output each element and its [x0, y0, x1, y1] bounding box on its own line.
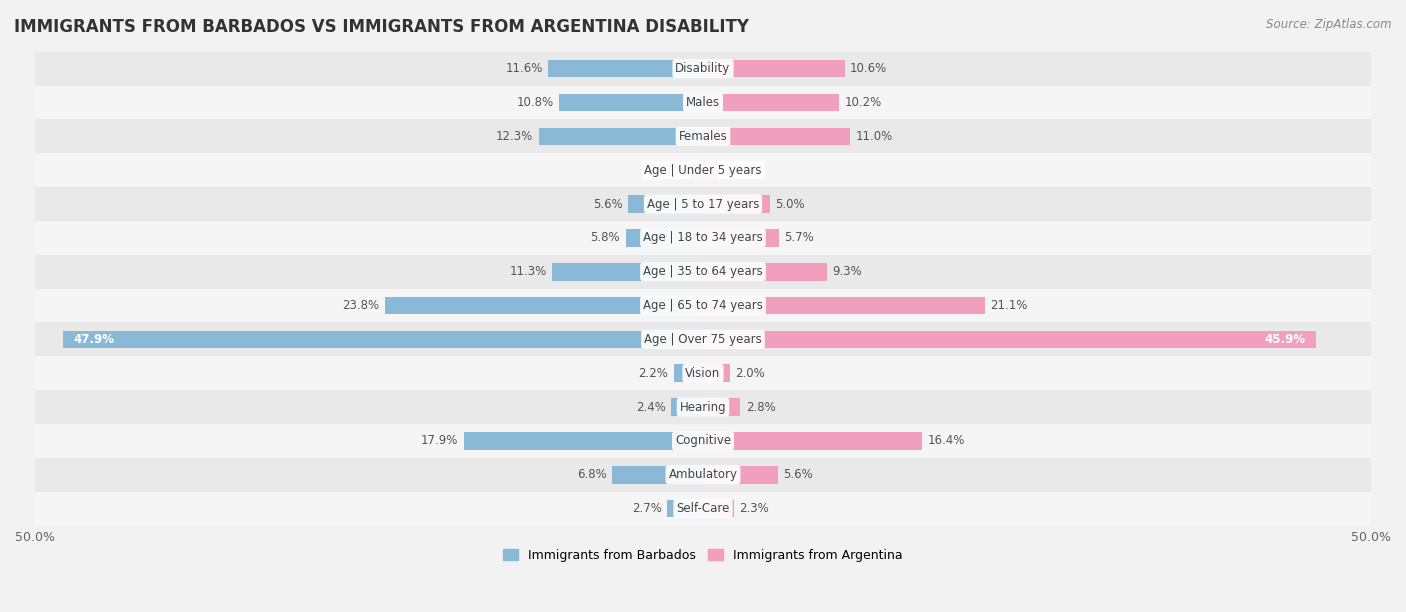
- Bar: [548, 60, 703, 78]
- Text: 47.9%: 47.9%: [73, 333, 115, 346]
- Bar: [703, 432, 922, 450]
- Bar: [703, 297, 984, 315]
- Bar: [612, 466, 703, 483]
- Bar: [703, 195, 770, 213]
- Bar: [703, 127, 851, 145]
- Text: 2.0%: 2.0%: [735, 367, 765, 379]
- Bar: [673, 364, 703, 382]
- Bar: [703, 398, 741, 416]
- Text: 16.4%: 16.4%: [928, 435, 965, 447]
- Bar: [385, 297, 703, 315]
- Bar: [538, 127, 703, 145]
- Bar: [666, 500, 703, 517]
- Text: 45.9%: 45.9%: [1264, 333, 1306, 346]
- Text: 17.9%: 17.9%: [422, 435, 458, 447]
- Bar: [35, 458, 1371, 491]
- Bar: [35, 255, 1371, 289]
- Text: 23.8%: 23.8%: [343, 299, 380, 312]
- Text: Source: ZipAtlas.com: Source: ZipAtlas.com: [1267, 18, 1392, 31]
- Bar: [35, 356, 1371, 390]
- Bar: [703, 330, 1316, 348]
- Bar: [703, 162, 718, 179]
- Text: 12.3%: 12.3%: [496, 130, 533, 143]
- Text: Vision: Vision: [685, 367, 721, 379]
- Text: Age | Over 75 years: Age | Over 75 years: [644, 333, 762, 346]
- Bar: [35, 491, 1371, 526]
- Text: 2.4%: 2.4%: [636, 401, 665, 414]
- Text: 1.2%: 1.2%: [724, 163, 754, 177]
- Text: Ambulatory: Ambulatory: [668, 468, 738, 481]
- Text: 21.1%: 21.1%: [990, 299, 1028, 312]
- Bar: [703, 500, 734, 517]
- Text: 5.8%: 5.8%: [591, 231, 620, 244]
- Bar: [553, 263, 703, 280]
- Text: 9.3%: 9.3%: [832, 265, 862, 278]
- Bar: [35, 187, 1371, 221]
- Bar: [671, 398, 703, 416]
- Bar: [703, 94, 839, 111]
- Bar: [703, 466, 778, 483]
- Text: Females: Females: [679, 130, 727, 143]
- Text: 10.6%: 10.6%: [851, 62, 887, 75]
- Text: Males: Males: [686, 96, 720, 109]
- Legend: Immigrants from Barbados, Immigrants from Argentina: Immigrants from Barbados, Immigrants fro…: [498, 543, 908, 567]
- Text: 2.3%: 2.3%: [740, 502, 769, 515]
- Bar: [464, 432, 703, 450]
- Bar: [690, 162, 703, 179]
- Bar: [703, 263, 827, 280]
- Text: Disability: Disability: [675, 62, 731, 75]
- Bar: [63, 330, 703, 348]
- Text: IMMIGRANTS FROM BARBADOS VS IMMIGRANTS FROM ARGENTINA DISABILITY: IMMIGRANTS FROM BARBADOS VS IMMIGRANTS F…: [14, 18, 749, 36]
- Text: 10.8%: 10.8%: [516, 96, 554, 109]
- Bar: [35, 153, 1371, 187]
- Bar: [35, 86, 1371, 119]
- Text: Self-Care: Self-Care: [676, 502, 730, 515]
- Text: 2.2%: 2.2%: [638, 367, 668, 379]
- Bar: [35, 424, 1371, 458]
- Bar: [558, 94, 703, 111]
- Text: Hearing: Hearing: [679, 401, 727, 414]
- Bar: [35, 52, 1371, 86]
- Text: Age | 35 to 64 years: Age | 35 to 64 years: [643, 265, 763, 278]
- Text: 10.2%: 10.2%: [845, 96, 882, 109]
- Bar: [628, 195, 703, 213]
- Text: 5.0%: 5.0%: [775, 198, 804, 211]
- Text: 5.7%: 5.7%: [785, 231, 814, 244]
- Text: Age | 18 to 34 years: Age | 18 to 34 years: [643, 231, 763, 244]
- Text: 2.7%: 2.7%: [631, 502, 662, 515]
- Text: Age | 5 to 17 years: Age | 5 to 17 years: [647, 198, 759, 211]
- Bar: [35, 119, 1371, 153]
- Text: 11.3%: 11.3%: [509, 265, 547, 278]
- Bar: [703, 60, 845, 78]
- Bar: [703, 364, 730, 382]
- Text: 11.0%: 11.0%: [855, 130, 893, 143]
- Bar: [703, 229, 779, 247]
- Text: Age | Under 5 years: Age | Under 5 years: [644, 163, 762, 177]
- Text: 0.97%: 0.97%: [647, 163, 685, 177]
- Text: 6.8%: 6.8%: [576, 468, 607, 481]
- Text: 5.6%: 5.6%: [593, 198, 623, 211]
- Text: 2.8%: 2.8%: [745, 401, 776, 414]
- Text: Age | 65 to 74 years: Age | 65 to 74 years: [643, 299, 763, 312]
- Bar: [35, 221, 1371, 255]
- Text: 11.6%: 11.6%: [505, 62, 543, 75]
- Bar: [35, 390, 1371, 424]
- Bar: [35, 289, 1371, 323]
- Bar: [626, 229, 703, 247]
- Text: Cognitive: Cognitive: [675, 435, 731, 447]
- Text: 5.6%: 5.6%: [783, 468, 813, 481]
- Bar: [35, 323, 1371, 356]
